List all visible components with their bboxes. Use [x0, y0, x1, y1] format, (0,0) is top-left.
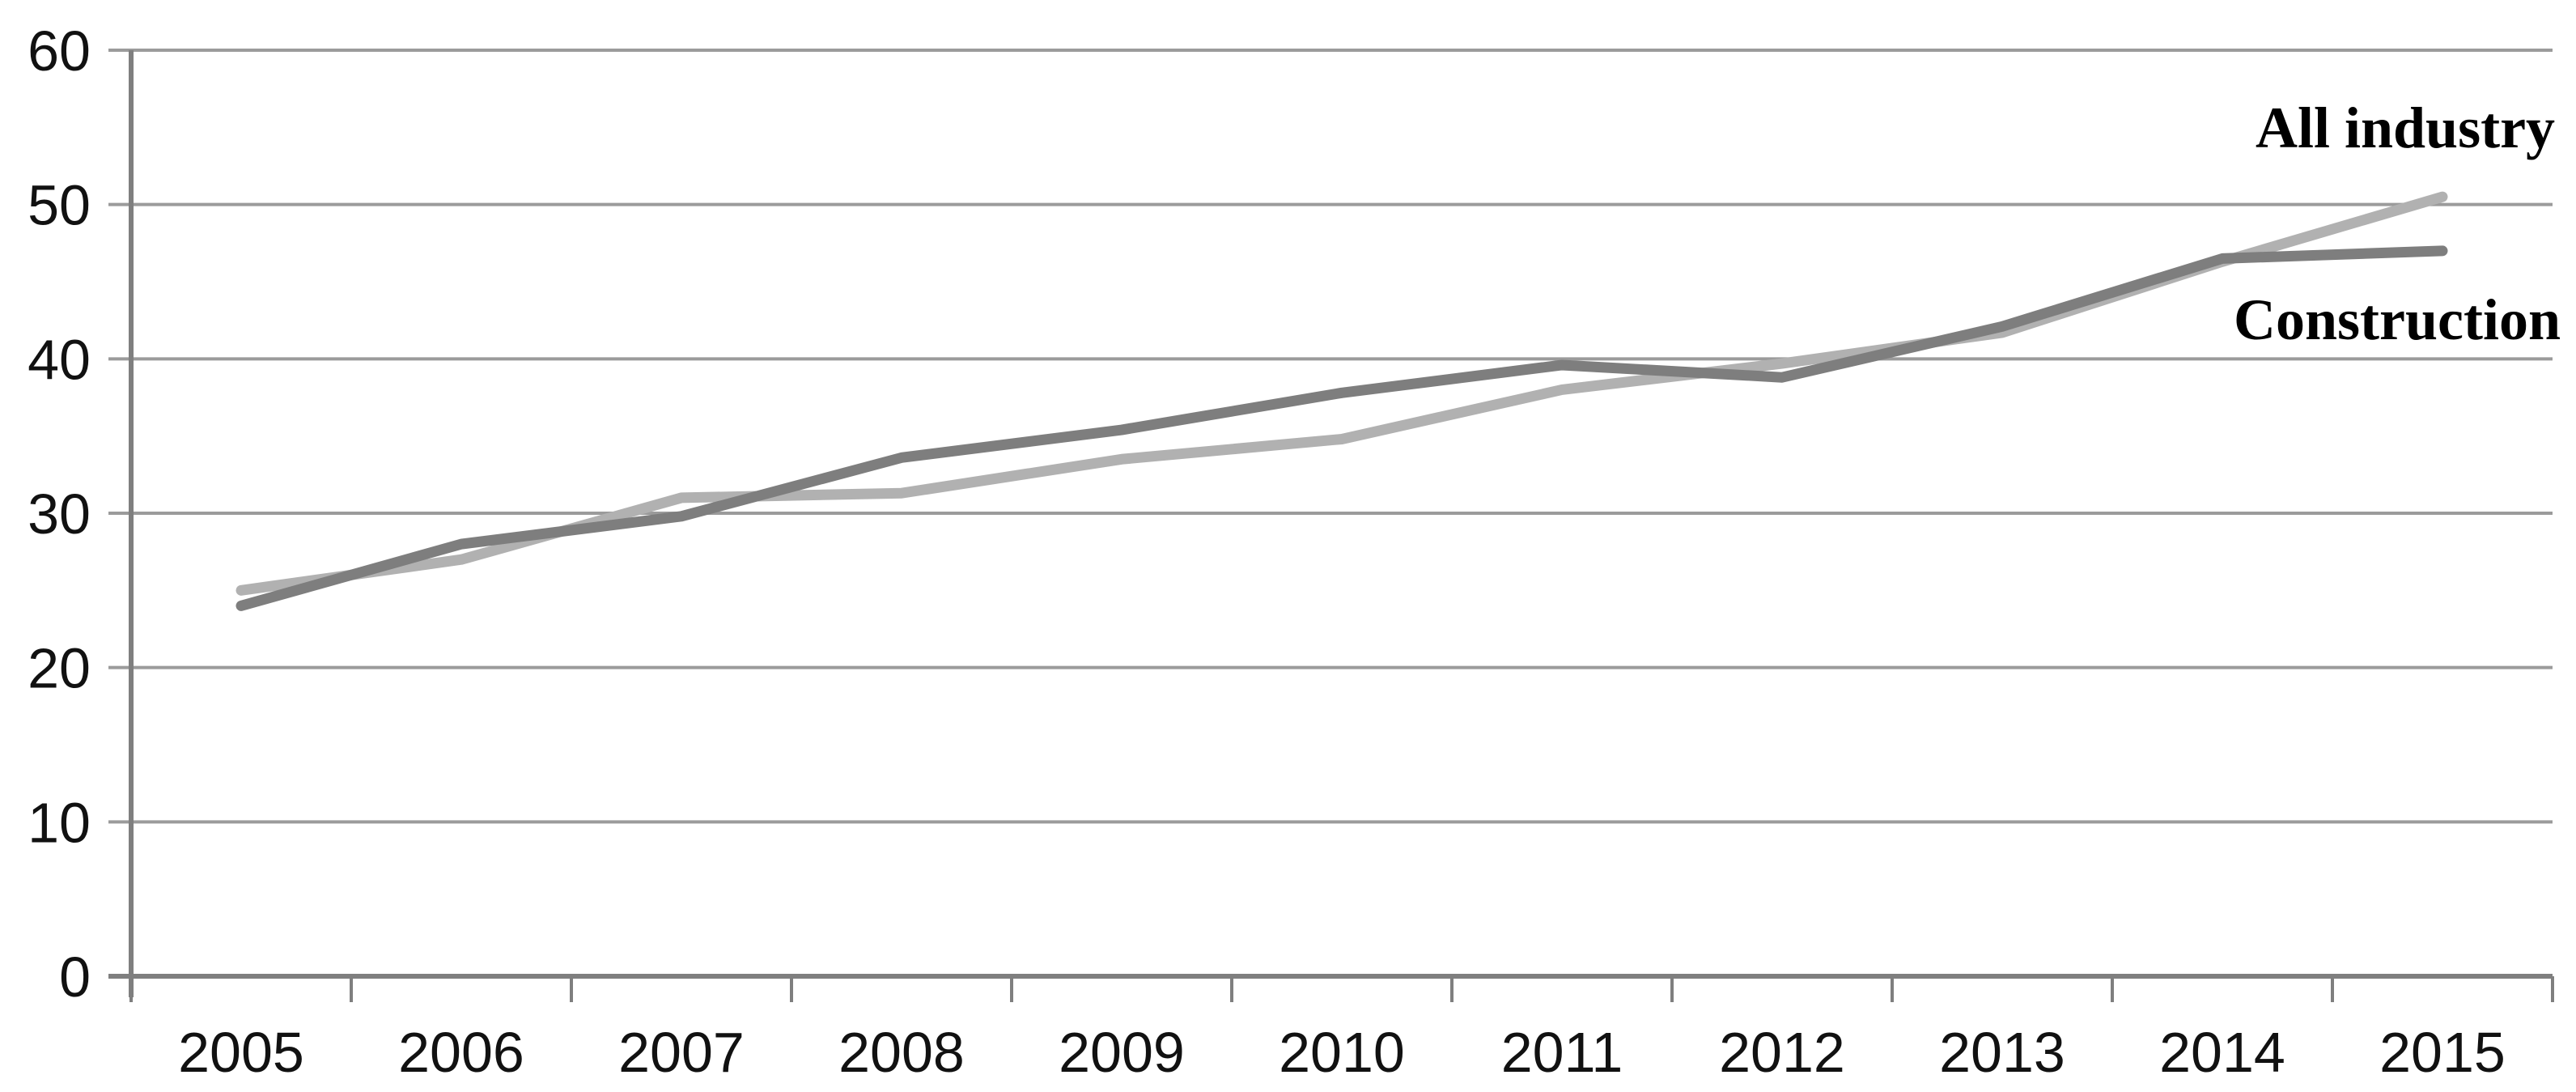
y-axis-tick-label: 10	[28, 791, 91, 854]
x-axis-tick-label: 2007	[618, 1021, 745, 1084]
x-axis-tick-label: 2014	[2159, 1021, 2285, 1084]
series-label-construction: Construction	[2234, 287, 2561, 352]
x-axis-tick-label: 2008	[838, 1021, 965, 1084]
x-axis-tick-label: 2011	[1501, 1021, 1623, 1084]
x-axis-tick-label: 2010	[1279, 1021, 1405, 1084]
x-axis-tick-label: 2015	[2379, 1021, 2506, 1084]
x-axis-tick-label: 2009	[1059, 1021, 1185, 1084]
y-axis-tick-label: 0	[59, 945, 91, 1009]
x-axis-tick-label: 2005	[178, 1021, 304, 1084]
y-axis-tick-label: 40	[28, 328, 91, 391]
series-line-construction	[236, 245, 2448, 611]
x-axis-tick-label: 2012	[1719, 1021, 1845, 1084]
x-axis-tick-label: 2013	[1939, 1021, 2065, 1084]
x-axis-tick-label: 2006	[398, 1021, 524, 1084]
series-label-all-industry: All industry	[2256, 96, 2555, 160]
y-axis-tick-label: 30	[28, 482, 91, 546]
y-axis-tick-label: 20	[28, 637, 91, 700]
y-axis-tick-label: 60	[28, 19, 91, 83]
y-axis-tick-label: 50	[28, 174, 91, 237]
